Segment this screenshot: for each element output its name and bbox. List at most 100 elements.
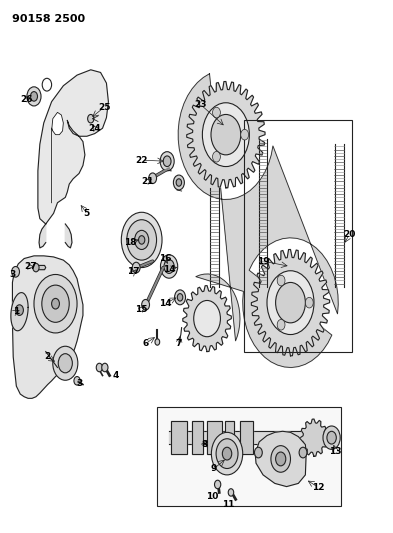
Circle shape bbox=[135, 230, 149, 249]
Circle shape bbox=[267, 271, 314, 335]
Text: 13: 13 bbox=[329, 447, 342, 456]
Bar bbox=[244, 120, 353, 352]
Text: 26: 26 bbox=[20, 94, 32, 103]
Circle shape bbox=[211, 432, 243, 475]
Circle shape bbox=[211, 115, 241, 155]
Circle shape bbox=[141, 300, 149, 310]
Circle shape bbox=[194, 301, 220, 337]
Circle shape bbox=[155, 339, 160, 345]
Text: 9: 9 bbox=[211, 464, 217, 473]
Text: 4: 4 bbox=[113, 371, 119, 380]
Text: 27: 27 bbox=[24, 262, 37, 271]
Circle shape bbox=[53, 346, 78, 380]
Circle shape bbox=[149, 173, 156, 183]
Polygon shape bbox=[65, 224, 72, 248]
Circle shape bbox=[16, 305, 24, 316]
Polygon shape bbox=[38, 70, 108, 224]
Circle shape bbox=[96, 364, 103, 372]
Text: 14: 14 bbox=[163, 265, 175, 273]
Bar bbox=[225, 422, 235, 454]
Circle shape bbox=[174, 290, 185, 305]
Circle shape bbox=[33, 263, 39, 272]
Text: 14: 14 bbox=[159, 299, 171, 308]
Text: 10: 10 bbox=[206, 491, 219, 500]
Bar bbox=[208, 422, 222, 454]
Bar bbox=[157, 407, 341, 506]
Circle shape bbox=[127, 220, 156, 260]
Polygon shape bbox=[300, 419, 328, 456]
Text: 18: 18 bbox=[124, 238, 136, 247]
Bar bbox=[192, 422, 203, 454]
Polygon shape bbox=[183, 286, 231, 352]
Circle shape bbox=[160, 255, 178, 278]
Text: 16: 16 bbox=[159, 254, 171, 263]
Text: 21: 21 bbox=[141, 177, 154, 186]
Circle shape bbox=[213, 151, 220, 162]
Circle shape bbox=[42, 78, 51, 91]
Text: 8: 8 bbox=[201, 440, 208, 449]
Text: 3: 3 bbox=[76, 379, 82, 388]
Circle shape bbox=[277, 275, 285, 286]
Text: 17: 17 bbox=[128, 268, 140, 276]
Circle shape bbox=[164, 260, 174, 273]
Text: 23: 23 bbox=[194, 100, 207, 109]
Text: 20: 20 bbox=[343, 230, 355, 239]
Text: 19: 19 bbox=[257, 257, 269, 265]
Polygon shape bbox=[187, 82, 265, 188]
Text: 7: 7 bbox=[176, 339, 182, 348]
Circle shape bbox=[34, 274, 77, 333]
Text: 12: 12 bbox=[312, 482, 324, 491]
Circle shape bbox=[216, 439, 238, 469]
Circle shape bbox=[271, 446, 290, 472]
Circle shape bbox=[241, 130, 249, 140]
Circle shape bbox=[173, 175, 184, 190]
Circle shape bbox=[139, 236, 145, 244]
Circle shape bbox=[202, 103, 250, 166]
Text: 90158 2500: 90158 2500 bbox=[13, 14, 86, 24]
Polygon shape bbox=[13, 256, 83, 398]
Circle shape bbox=[132, 262, 140, 273]
Circle shape bbox=[121, 212, 162, 268]
Circle shape bbox=[88, 115, 94, 123]
Circle shape bbox=[58, 354, 72, 373]
Text: 15: 15 bbox=[136, 304, 148, 313]
Circle shape bbox=[222, 447, 232, 460]
Polygon shape bbox=[178, 74, 338, 367]
Polygon shape bbox=[51, 112, 63, 203]
Text: 6: 6 bbox=[143, 339, 149, 348]
Circle shape bbox=[27, 87, 41, 106]
Circle shape bbox=[12, 266, 20, 277]
Circle shape bbox=[74, 376, 80, 385]
Text: 11: 11 bbox=[222, 500, 234, 509]
Text: 3: 3 bbox=[9, 270, 16, 279]
Text: 25: 25 bbox=[98, 102, 111, 111]
Circle shape bbox=[277, 319, 285, 330]
Text: 22: 22 bbox=[136, 156, 148, 165]
Polygon shape bbox=[11, 293, 28, 331]
Circle shape bbox=[327, 431, 336, 444]
Text: 2: 2 bbox=[44, 352, 51, 361]
Circle shape bbox=[254, 447, 262, 458]
Polygon shape bbox=[255, 431, 306, 487]
Circle shape bbox=[299, 447, 307, 458]
Circle shape bbox=[275, 452, 286, 466]
Circle shape bbox=[51, 298, 59, 309]
Circle shape bbox=[228, 489, 234, 496]
Circle shape bbox=[160, 152, 174, 171]
Circle shape bbox=[275, 282, 305, 323]
Bar bbox=[171, 422, 187, 454]
Bar bbox=[240, 422, 253, 454]
Text: 5: 5 bbox=[84, 209, 90, 218]
Circle shape bbox=[213, 107, 220, 118]
Circle shape bbox=[176, 179, 182, 186]
Circle shape bbox=[42, 285, 69, 322]
Text: 24: 24 bbox=[88, 124, 101, 133]
Circle shape bbox=[215, 480, 221, 489]
Circle shape bbox=[102, 364, 108, 372]
Polygon shape bbox=[39, 224, 46, 248]
Circle shape bbox=[323, 426, 340, 449]
Circle shape bbox=[177, 294, 183, 301]
Circle shape bbox=[163, 156, 171, 166]
Polygon shape bbox=[252, 249, 330, 356]
Text: 1: 1 bbox=[13, 307, 20, 316]
